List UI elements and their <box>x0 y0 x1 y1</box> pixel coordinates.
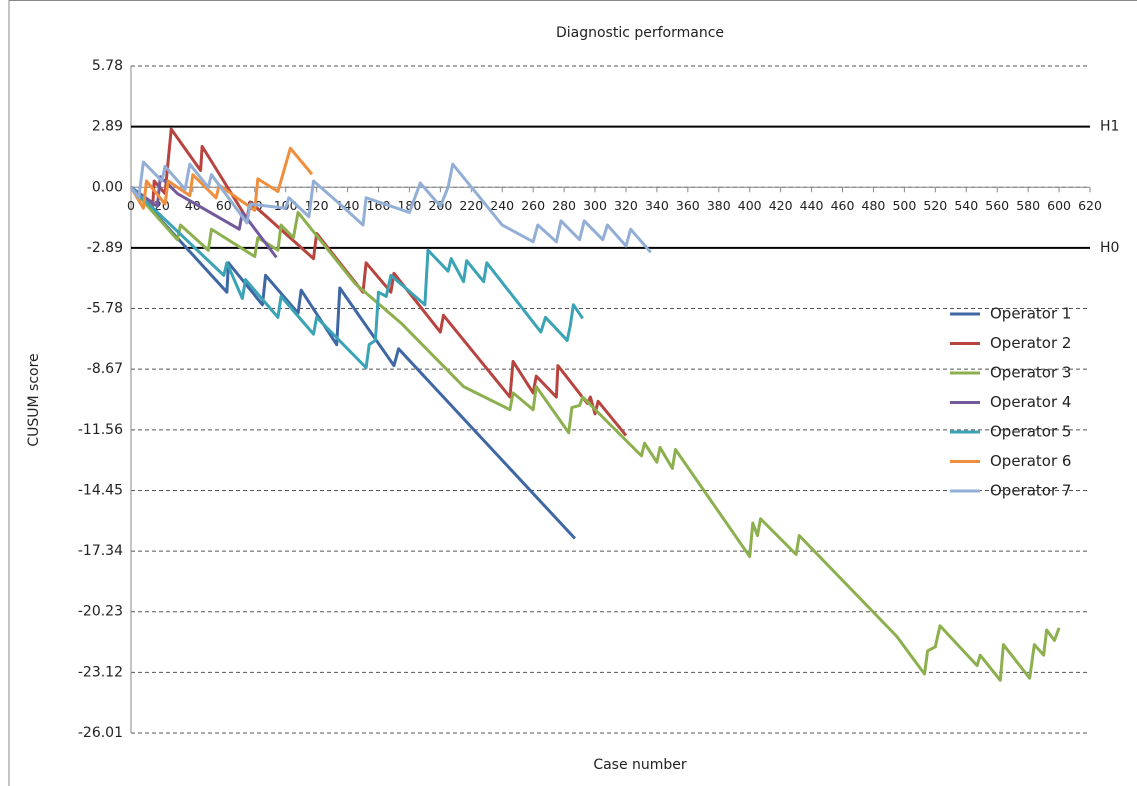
y-tick-label: -23.12 <box>78 664 123 680</box>
series-line <box>129 160 652 254</box>
legend-label: Operator 1 <box>990 305 1071 323</box>
x-tick-label: 520 <box>923 198 947 213</box>
x-tick-label: 0 <box>127 198 135 213</box>
y-tick-label: -14.45 <box>78 482 123 498</box>
x-tick-label: 220 <box>459 198 483 213</box>
x-tick-label: 280 <box>552 198 576 213</box>
x-tick-label: 320 <box>614 198 638 213</box>
y-tick-label: -20.23 <box>78 604 123 620</box>
x-tick-label: 620 <box>1078 198 1102 213</box>
y-tick-label: -5.78 <box>87 301 123 317</box>
x-tick-label: 340 <box>645 198 669 213</box>
y-tick-label: 0.00 <box>92 179 123 195</box>
legend-label: Operator 2 <box>990 334 1071 352</box>
legend-label: Operator 4 <box>990 393 1071 411</box>
y-tick-label: 5.78 <box>92 58 123 74</box>
reference-label: H1 <box>1100 119 1119 135</box>
x-tick-label: 60 <box>216 198 232 213</box>
x-tick-label: 420 <box>769 198 793 213</box>
x-tick-label: 480 <box>862 198 886 213</box>
x-tick-label: 540 <box>954 198 978 213</box>
x-tick-label: 560 <box>985 198 1009 213</box>
x-tick-label: 360 <box>676 198 700 213</box>
legend-label: Operator 5 <box>990 423 1071 441</box>
series-line <box>130 127 628 437</box>
x-tick-label: 240 <box>490 198 514 213</box>
series-line <box>129 146 314 212</box>
chart-title: Diagnostic performance <box>556 25 724 41</box>
x-tick-label: 380 <box>707 198 731 213</box>
y-tick-label: -8.67 <box>87 361 123 377</box>
legend-label: Operator 7 <box>990 482 1071 500</box>
legend-label: Operator 3 <box>990 364 1071 382</box>
y-tick-label: 2.89 <box>92 119 123 135</box>
y-tick-label: -17.34 <box>78 543 123 559</box>
legend-label: Operator 6 <box>990 452 1071 470</box>
reference-label: H0 <box>1100 240 1119 256</box>
series-line <box>129 186 584 370</box>
series-line <box>129 186 1061 682</box>
x-tick-label: 600 <box>1047 198 1071 213</box>
series-line <box>130 175 278 259</box>
x-tick-label: 460 <box>831 198 855 213</box>
y-tick-label: -11.56 <box>78 422 123 438</box>
x-tick-label: 440 <box>800 198 824 213</box>
x-tick-label: 300 <box>583 198 607 213</box>
x-tick-label: 140 <box>336 198 360 213</box>
x-tick-label: 580 <box>1016 198 1040 213</box>
y-tick-label: -26.01 <box>78 725 123 741</box>
x-tick-label: 400 <box>738 198 762 213</box>
x-tick-label: 500 <box>892 198 916 213</box>
y-axis-label: CUSUM score <box>26 353 42 446</box>
x-tick-label: 260 <box>521 198 545 213</box>
x-axis-label: Case number <box>593 757 687 773</box>
y-tick-label: -2.89 <box>87 240 123 256</box>
